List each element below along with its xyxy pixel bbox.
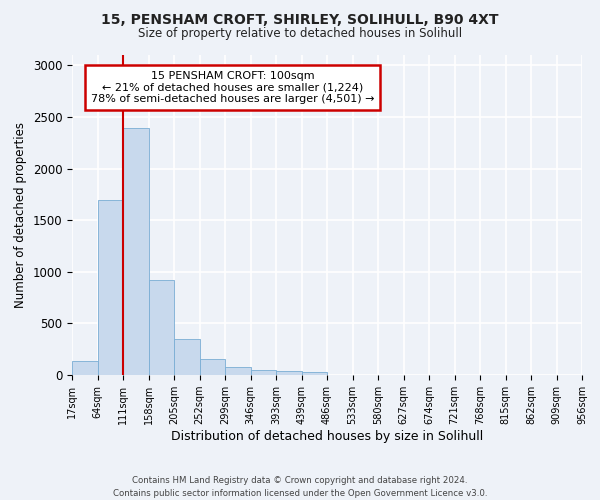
Y-axis label: Number of detached properties: Number of detached properties [14, 122, 27, 308]
Bar [276, 372, 302, 375]
Text: 15 PENSHAM CROFT: 100sqm
← 21% of detached houses are smaller (1,224)
78% of sem: 15 PENSHAM CROFT: 100sqm ← 21% of detach… [91, 71, 374, 104]
Bar [225, 366, 251, 375]
Bar [251, 370, 276, 375]
Bar [199, 359, 225, 375]
Bar [174, 339, 199, 375]
Text: 15, PENSHAM CROFT, SHIRLEY, SOLIHULL, B90 4XT: 15, PENSHAM CROFT, SHIRLEY, SOLIHULL, B9… [101, 12, 499, 26]
Bar [97, 200, 123, 375]
Bar [72, 360, 97, 375]
X-axis label: Distribution of detached houses by size in Solihull: Distribution of detached houses by size … [171, 430, 483, 443]
Bar [302, 372, 327, 375]
Bar [149, 280, 174, 375]
Text: Contains HM Land Registry data © Crown copyright and database right 2024.
Contai: Contains HM Land Registry data © Crown c… [113, 476, 487, 498]
Bar [123, 128, 149, 375]
Text: Size of property relative to detached houses in Solihull: Size of property relative to detached ho… [138, 28, 462, 40]
